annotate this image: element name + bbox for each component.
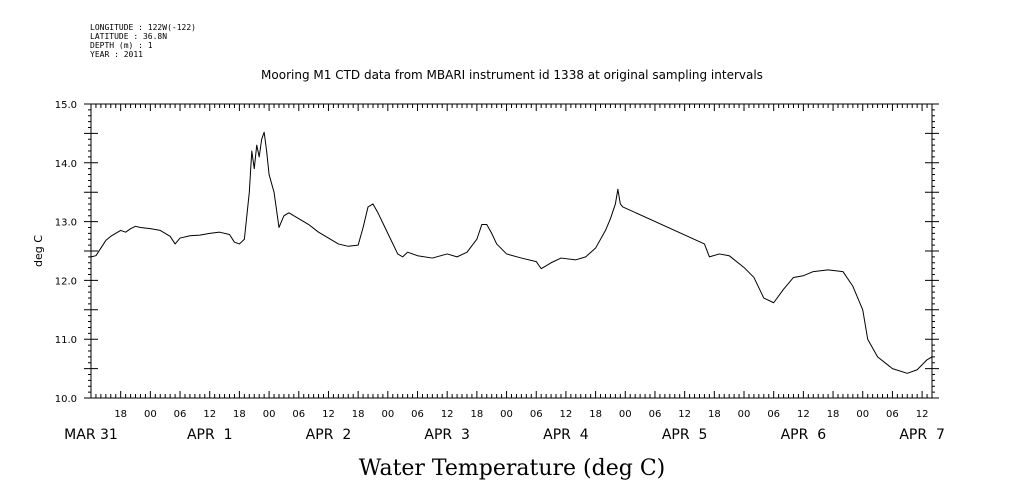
- x-hour-tick-label: 00: [738, 409, 751, 420]
- y-tick-label: 15.0: [55, 100, 77, 111]
- x-hour-tick-label: 06: [292, 409, 305, 420]
- meta-longitude: LONGITUDE : 122W(-122): [90, 23, 196, 32]
- x-hour-tick-label: 06: [886, 409, 899, 420]
- x-hour-tick-label: 00: [856, 409, 869, 420]
- y-tick-label: 13.0: [55, 218, 77, 229]
- y-axis-label: deg C: [32, 235, 45, 267]
- meta-depth: DEPTH (m) : 1: [90, 41, 153, 50]
- chart-title: Mooring M1 CTD data from MBARI instrumen…: [261, 68, 763, 82]
- x-hour-tick-label: 00: [144, 409, 157, 420]
- x-hour-tick-label: 18: [114, 409, 127, 420]
- x-hour-tick-label: 06: [174, 409, 187, 420]
- x-hour-tick-label: 06: [411, 409, 424, 420]
- x-day-label: APR 2: [306, 427, 352, 443]
- x-hour-tick-label: 00: [619, 409, 632, 420]
- meta-latitude: LATITUDE : 36.8N: [90, 32, 167, 41]
- x-hour-tick-label: 12: [797, 409, 810, 420]
- x-hour-tick-label: 06: [649, 409, 662, 420]
- y-tick-label: 10.0: [55, 394, 77, 405]
- x-day-label: APR 7: [899, 427, 945, 443]
- tick-marks: [84, 103, 939, 399]
- y-tick-label: 14.0: [55, 159, 77, 170]
- metadata-block: LONGITUDE : 122W(-122) LATITUDE : 36.8N …: [90, 23, 196, 59]
- x-hour-tick-label: 18: [589, 409, 602, 420]
- series-group: [90, 131, 933, 374]
- x-hour-tick-label: 00: [263, 409, 276, 420]
- x-hour-tick-label: 12: [560, 409, 573, 420]
- x-hour-tick-label: 00: [381, 409, 394, 420]
- x-day-label: APR 6: [781, 427, 827, 443]
- series-line-0: [90, 131, 933, 374]
- x-hour-tick-label: 06: [767, 409, 780, 420]
- x-hour-tick-label: 12: [322, 409, 335, 420]
- x-hour-tick-label: 06: [530, 409, 543, 420]
- x-day-label: MAR 31: [64, 427, 118, 443]
- x-hour-tick-label: 18: [233, 409, 246, 420]
- x-hour-tick-label: 00: [500, 409, 513, 420]
- y-tick-label: 11.0: [55, 335, 77, 346]
- axis-ticks: [84, 103, 939, 399]
- x-day-label: APR 3: [424, 427, 470, 443]
- x-hour-tick-label: 12: [441, 409, 454, 420]
- x-hour-tick-label: 12: [203, 409, 216, 420]
- x-hour-tick-label: 12: [678, 409, 691, 420]
- meta-year: YEAR : 2011: [90, 50, 143, 59]
- x-day-label: APR 4: [543, 427, 589, 443]
- x-hour-tick-label: 12: [916, 409, 929, 420]
- x-axis-title: Water Temperature (deg C): [359, 456, 666, 481]
- x-axis-day-labels: MAR 31 APR 1 APR 2 APR 3 APR 4 APR 5 APR 6 APR …: [64, 427, 945, 443]
- x-hour-tick-label: 18: [471, 409, 484, 420]
- y-axis-tick-labels: 10.0 11.0 12.0 13.0 14.0 15.0: [55, 100, 77, 405]
- plot-frame: [90, 103, 933, 399]
- x-axis-hour-labels: 18 00 06 12 18 00 06 12 18 00 06 12 18 00 06 12 18 00 06 12…: [114, 409, 928, 420]
- x-hour-tick-label: 18: [708, 409, 721, 420]
- y-tick-label: 12.0: [55, 276, 77, 287]
- x-hour-tick-label: 18: [827, 409, 840, 420]
- x-day-label: APR 5: [662, 427, 708, 443]
- x-day-label: APR 1: [187, 427, 233, 443]
- x-hour-tick-label: 18: [352, 409, 365, 420]
